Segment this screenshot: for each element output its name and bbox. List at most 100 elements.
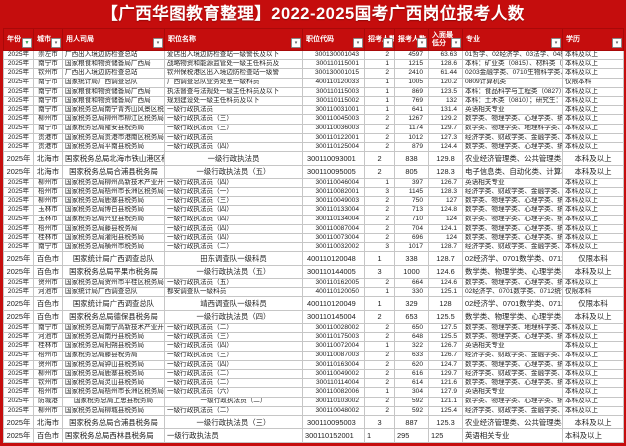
cell-city[interactable]: 梧州市 [33, 223, 63, 235]
cell-department[interactable]: 广西出入境边防检查总站 [62, 49, 165, 61]
cell-applicant-count[interactable]: 769 [394, 96, 429, 107]
column-header-pos[interactable]: 职位名称 ▾ [164, 28, 303, 51]
cell-min-score[interactable]: 129.8 [428, 151, 463, 166]
cell-degree[interactable]: 本科及以上 [562, 142, 624, 153]
cell-min-score[interactable]: 63.63 [428, 49, 463, 61]
cell-recruit-count[interactable]: 2 [364, 405, 395, 417]
cell-position-code[interactable]: 300110072004 [302, 341, 365, 352]
cell-year[interactable]: 2025年 [3, 387, 34, 398]
cell-degree[interactable]: 本科及以上 [562, 196, 624, 207]
cell-degree[interactable]: 仅限本科 [562, 77, 624, 88]
cell-department[interactable]: 国家税务总局灵山县税务局 [62, 378, 165, 389]
cell-min-score[interactable]: 128.3 [428, 187, 463, 198]
cell-major[interactable]: 数学类、物理学类、心理学类、统 [462, 309, 563, 325]
cell-year[interactable]: 2025年 [3, 142, 34, 153]
cell-applicant-count[interactable]: 650 [394, 323, 429, 334]
cell-min-score[interactable]: 132 [428, 96, 463, 107]
cell-position-code[interactable]: 300110145004 [302, 309, 365, 325]
cell-min-score[interactable]: 125 [428, 428, 463, 443]
cell-min-score[interactable]: 124.4 [428, 142, 463, 153]
cell-min-score[interactable]: 128.7 [428, 242, 463, 253]
cell-year[interactable]: 2025年 [3, 164, 34, 179]
filter-dropdown-icon[interactable]: ▾ [451, 38, 461, 48]
cell-year[interactable]: 2025年 [3, 242, 34, 253]
cell-position-title[interactable]: 一级行政执法员（三） [164, 415, 303, 430]
cell-min-score[interactable]: 120.2 [428, 77, 463, 88]
cell-department[interactable]: 国家税务总局上思县税务局 [62, 396, 165, 407]
filter-dropdown-icon[interactable]: ▾ [383, 38, 393, 48]
cell-degree[interactable]: 本科及以上 [562, 278, 624, 289]
cell-year[interactable]: 2025年 [3, 105, 34, 116]
cell-min-score[interactable]: 124 [428, 214, 463, 225]
cell-department[interactable]: 国家税务总局梧州市长洲区税务局 [62, 387, 165, 398]
cell-degree[interactable]: 仅限本科 [562, 287, 624, 298]
cell-city[interactable]: 河池市 [33, 332, 63, 343]
cell-recruit-count[interactable]: 1 [364, 96, 395, 107]
cell-recruit-count[interactable]: 1 [364, 77, 395, 88]
cell-applicant-count[interactable]: 710 [394, 214, 429, 225]
cell-city[interactable]: 百色市 [33, 296, 63, 311]
cell-city[interactable]: 百色市 [33, 428, 63, 443]
cell-degree[interactable]: 本科及以上 [562, 369, 624, 380]
cell-position-code[interactable]: 300110028002 [302, 323, 365, 334]
cell-department[interactable]: 国家税务总局南宁高新技术产业开发区税务局 [62, 323, 165, 334]
cell-applicant-count[interactable]: 1145 [394, 187, 429, 198]
cell-degree[interactable]: 本科及以上 [562, 428, 624, 443]
cell-position-code[interactable]: 300110046004 [302, 177, 365, 189]
cell-recruit-count[interactable]: 1 [364, 287, 395, 298]
cell-city[interactable]: 南宁市 [33, 242, 63, 253]
cell-recruit-count[interactable]: 3 [364, 415, 395, 430]
cell-position-title[interactable]: 一级行政执法员（二） [164, 378, 303, 389]
cell-city[interactable]: 柳州市 [33, 405, 63, 417]
cell-year[interactable]: 2025年 [3, 177, 34, 189]
cell-position-code[interactable]: 300110045003 [302, 114, 365, 125]
cell-year[interactable]: 2025年 [3, 214, 34, 225]
column-header-num[interactable]: 招考人数 ▾ [364, 28, 395, 51]
column-header-code[interactable]: 职位代码 ▾ [302, 28, 365, 51]
cell-city[interactable]: 钦州市 [33, 68, 63, 79]
cell-city[interactable]: 贺州市 [33, 278, 63, 289]
cell-position-title[interactable]: 一级行政执法员（三） [164, 332, 303, 343]
cell-major[interactable]: 经济学类、财政学类、金融学类、 [462, 350, 563, 361]
cell-department[interactable]: 广西出入境边防检查总站 [62, 68, 165, 79]
cell-min-score[interactable]: 129.7 [428, 369, 463, 380]
cell-major[interactable]: 英语相关专业 [462, 387, 563, 398]
cell-recruit-count[interactable]: 1 [364, 251, 395, 266]
cell-year[interactable]: 2025年 [3, 132, 34, 144]
cell-city[interactable]: 百色市 [33, 264, 63, 280]
cell-year[interactable]: 2025年 [3, 264, 34, 280]
cell-department[interactable]: 国家税务总局兴业县税务局 [62, 214, 165, 225]
cell-major[interactable]: 经济学类、财政学类、金融学类、 [462, 132, 563, 144]
cell-department[interactable]: 国家税务总局贺州市平桂区税务局 [62, 278, 165, 289]
cell-applicant-count[interactable]: 704 [394, 223, 429, 235]
cell-year[interactable]: 2025年 [3, 396, 34, 407]
cell-major[interactable]: 数学类、物理学类、心理学类、统 [462, 114, 563, 125]
cell-department[interactable]: 国家税务总局阳朔县税务局 [62, 341, 165, 352]
cell-recruit-count[interactable]: 1 [364, 105, 395, 116]
cell-degree[interactable]: 本科及以上 [562, 309, 624, 325]
cell-applicant-count[interactable]: 330 [394, 287, 429, 298]
cell-year[interactable]: 2025年 [3, 428, 34, 443]
cell-major[interactable]: 数学类、物理学类、心理学类、统 [462, 278, 563, 289]
cell-position-title[interactable]: 一级行政执法员 [164, 132, 303, 144]
cell-min-score[interactable]: 125.3 [428, 415, 463, 430]
cell-department[interactable]: 国家税务总局贵港市港南区税务局 [62, 132, 165, 144]
cell-degree[interactable]: 本科及以上 [562, 177, 624, 189]
cell-recruit-count[interactable]: 2 [364, 309, 395, 325]
cell-min-score[interactable]: 128.7 [428, 251, 463, 266]
filter-funnel-icon[interactable]: ▼ [22, 38, 32, 48]
cell-min-score[interactable]: 125.5 [428, 332, 463, 343]
cell-recruit-count[interactable]: 2 [364, 359, 395, 371]
cell-city[interactable]: 北海市 [33, 164, 63, 179]
cell-degree[interactable]: 本科及以上 [562, 68, 624, 79]
cell-major[interactable]: 0203金融学类、0710生物科学类、 [462, 68, 563, 79]
cell-min-score[interactable]: 61.44 [428, 68, 463, 79]
cell-position-code[interactable]: 300130001043 [302, 49, 365, 61]
cell-year[interactable]: 2025年 [3, 205, 34, 216]
cell-applicant-count[interactable]: 592 [394, 396, 429, 407]
cell-city[interactable]: 柳州市 [33, 114, 63, 125]
cell-year[interactable]: 2025年 [3, 309, 34, 325]
cell-position-code[interactable]: 400110120048 [302, 251, 365, 266]
cell-year[interactable]: 2025年 [3, 350, 34, 361]
cell-recruit-count[interactable]: 1 [364, 296, 395, 311]
